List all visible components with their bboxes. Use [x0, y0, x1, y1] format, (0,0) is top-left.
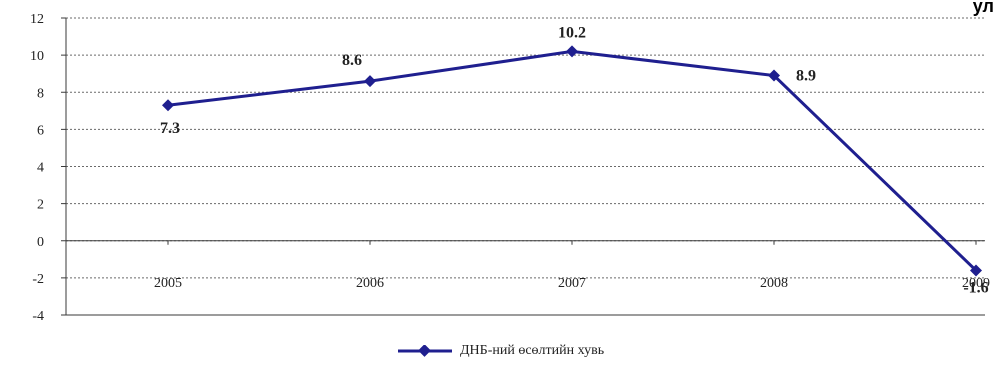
x-tick-label: 2007 — [558, 276, 586, 291]
legend-label: ДНБ-ний өсөлтийн хувь — [460, 343, 605, 358]
y-tick-label: 8 — [37, 86, 44, 101]
x-tick-label: 2006 — [356, 276, 384, 291]
y-tick-label: 0 — [37, 235, 44, 250]
data-point-marker — [364, 75, 376, 88]
y-tick-label: 4 — [37, 161, 44, 176]
y-tick-label: -2 — [32, 272, 44, 287]
data-point-marker — [566, 45, 578, 58]
data-label: -1.6 — [963, 279, 988, 296]
y-tick-label: 10 — [30, 49, 44, 64]
legend: ДНБ-ний өсөлтийн хувь — [398, 343, 604, 359]
series-line — [167, 49, 978, 272]
y-tick-label: -4 — [32, 309, 44, 324]
data-point-marker — [768, 69, 780, 82]
data-label: 8.6 — [342, 52, 362, 69]
x-tick-label: 2008 — [760, 276, 788, 291]
data-point-marker — [162, 99, 174, 112]
x-tick-label: 2005 — [154, 276, 182, 291]
y-tick-label: 6 — [37, 123, 44, 138]
legend-series-line-icon — [398, 345, 452, 357]
y-tick-label: 12 — [30, 12, 44, 27]
y-tick-label: 2 — [37, 198, 44, 213]
data-label: 7.3 — [160, 120, 180, 137]
corner-text: ул — [972, 0, 994, 16]
data-label: 8.9 — [796, 68, 816, 85]
x-tick-label: 2009 — [962, 276, 990, 291]
data-label: 10.2 — [558, 24, 586, 41]
data-point-marker — [970, 264, 982, 277]
